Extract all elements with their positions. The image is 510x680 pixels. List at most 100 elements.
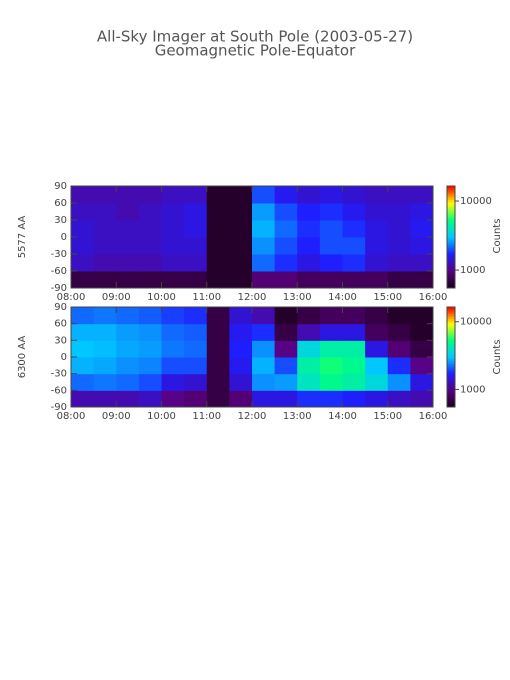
heatmap-cell xyxy=(71,220,95,238)
colorbar-segment xyxy=(447,216,455,219)
heatmap-cell xyxy=(184,390,208,408)
colorbar-segment xyxy=(447,363,455,366)
colorbar-segment xyxy=(447,325,455,328)
heatmap-cell xyxy=(297,373,321,391)
y-tick-label: -90 xyxy=(51,402,67,413)
colorbar-segment xyxy=(447,340,455,343)
colorbar-segment xyxy=(447,395,455,398)
colorbar-segment xyxy=(447,308,455,311)
colorbar-segment xyxy=(447,214,455,217)
heatmap-cell xyxy=(161,373,185,391)
heatmap-cell xyxy=(319,307,343,325)
heatmap-cell xyxy=(342,203,366,221)
heatmap-cell xyxy=(116,340,140,358)
heatmap-cell xyxy=(365,254,389,272)
heatmap-cell xyxy=(319,271,343,289)
colorbar-segment xyxy=(447,365,455,368)
heatmap-cell xyxy=(387,323,411,341)
colorbar-segment xyxy=(447,265,455,268)
heatmap-cell xyxy=(161,220,185,238)
colorbar-segment xyxy=(447,257,455,260)
colorbar-tick-label: 1000 xyxy=(460,384,485,395)
colorbar-segment xyxy=(447,186,455,189)
heatmap-cell xyxy=(116,237,140,255)
colorbar-segment xyxy=(447,259,455,262)
heatmap-cell xyxy=(116,307,140,325)
heatmap-cell xyxy=(184,323,208,341)
colorbar-segment xyxy=(447,357,455,360)
colorbar-segment xyxy=(447,335,455,338)
heatmap-cell xyxy=(274,186,298,204)
heatmap-cell xyxy=(274,323,298,341)
heatmap-cell xyxy=(297,186,321,204)
x-tick-label: 08:00 xyxy=(57,411,86,422)
colorbar-segment xyxy=(447,347,455,350)
x-tick-label: 09:00 xyxy=(102,292,131,303)
colorbar-segment xyxy=(447,322,455,325)
colorbar-segment xyxy=(447,367,455,370)
colorbar-segment xyxy=(447,189,455,192)
heatmap-cell xyxy=(229,307,253,325)
heatmap-cell xyxy=(342,237,366,255)
heatmap-cell xyxy=(252,323,276,341)
y-tick-label: 60 xyxy=(54,198,67,209)
x-tick-label: 08:00 xyxy=(57,292,86,303)
colorbar-segment xyxy=(447,337,455,340)
heatmap-cell xyxy=(206,373,230,391)
colorbar-segment xyxy=(447,252,455,255)
heatmap-cell xyxy=(71,390,95,408)
heatmap-cell xyxy=(93,323,117,341)
heatmap-cell xyxy=(206,254,230,272)
colorbar-segment xyxy=(447,281,455,284)
heatmap-cell xyxy=(161,307,185,325)
colorbar-segment xyxy=(447,230,455,233)
heatmap-cell xyxy=(365,373,389,391)
x-tick-label: 10:00 xyxy=(147,411,176,422)
colorbar-segment xyxy=(447,284,455,287)
heatmap-cell xyxy=(387,271,411,289)
x-tick-label: 13:00 xyxy=(283,292,312,303)
heatmap-cell xyxy=(342,340,366,358)
heatmap-cell xyxy=(206,186,230,204)
heatmap-cell xyxy=(161,271,185,289)
heatmap-cell xyxy=(274,220,298,238)
heatmap-cell xyxy=(138,186,162,204)
colorbar-segment xyxy=(447,317,455,320)
colorbar-tick-label: 10000 xyxy=(460,317,492,328)
heatmap-cell xyxy=(229,357,253,375)
colorbar-segment xyxy=(447,397,455,400)
colorbar-segment xyxy=(447,262,455,265)
colorbar-segment xyxy=(447,372,455,375)
heatmap-cell xyxy=(342,357,366,375)
heatmap-cell xyxy=(410,186,434,204)
heatmap-cell xyxy=(206,271,230,289)
heatmap-cell xyxy=(71,357,95,375)
heatmap-cell xyxy=(387,254,411,272)
heatmap-cell xyxy=(252,357,276,375)
colorbar-segment xyxy=(447,343,455,346)
colorbar-segment xyxy=(447,400,455,403)
heatmap-cell xyxy=(184,186,208,204)
colorbar-segment xyxy=(447,271,455,274)
colorbar-segment xyxy=(447,377,455,380)
heatmap-cell xyxy=(252,340,276,358)
heatmap-cell xyxy=(184,307,208,325)
heatmap-cell xyxy=(410,340,434,358)
y-tick-label: -30 xyxy=(51,249,67,260)
colorbar-segment xyxy=(447,204,455,207)
colorbar-segment xyxy=(447,342,455,345)
colorbar-segment xyxy=(447,199,455,202)
y-tick-label: 0 xyxy=(61,352,67,363)
heatmap-cell xyxy=(138,271,162,289)
heatmap-cell xyxy=(252,186,276,204)
colorbar-segment xyxy=(447,247,455,250)
y-tick-label: 30 xyxy=(54,215,67,226)
y-tick-label: -60 xyxy=(51,385,67,396)
heatmap-cell xyxy=(206,307,230,325)
heatmap-cell xyxy=(184,203,208,221)
heatmap-cell xyxy=(342,271,366,289)
heatmap-cell xyxy=(184,340,208,358)
heatmap-cell xyxy=(138,323,162,341)
colorbar-segment xyxy=(447,264,455,267)
colorbar-segment xyxy=(447,338,455,341)
